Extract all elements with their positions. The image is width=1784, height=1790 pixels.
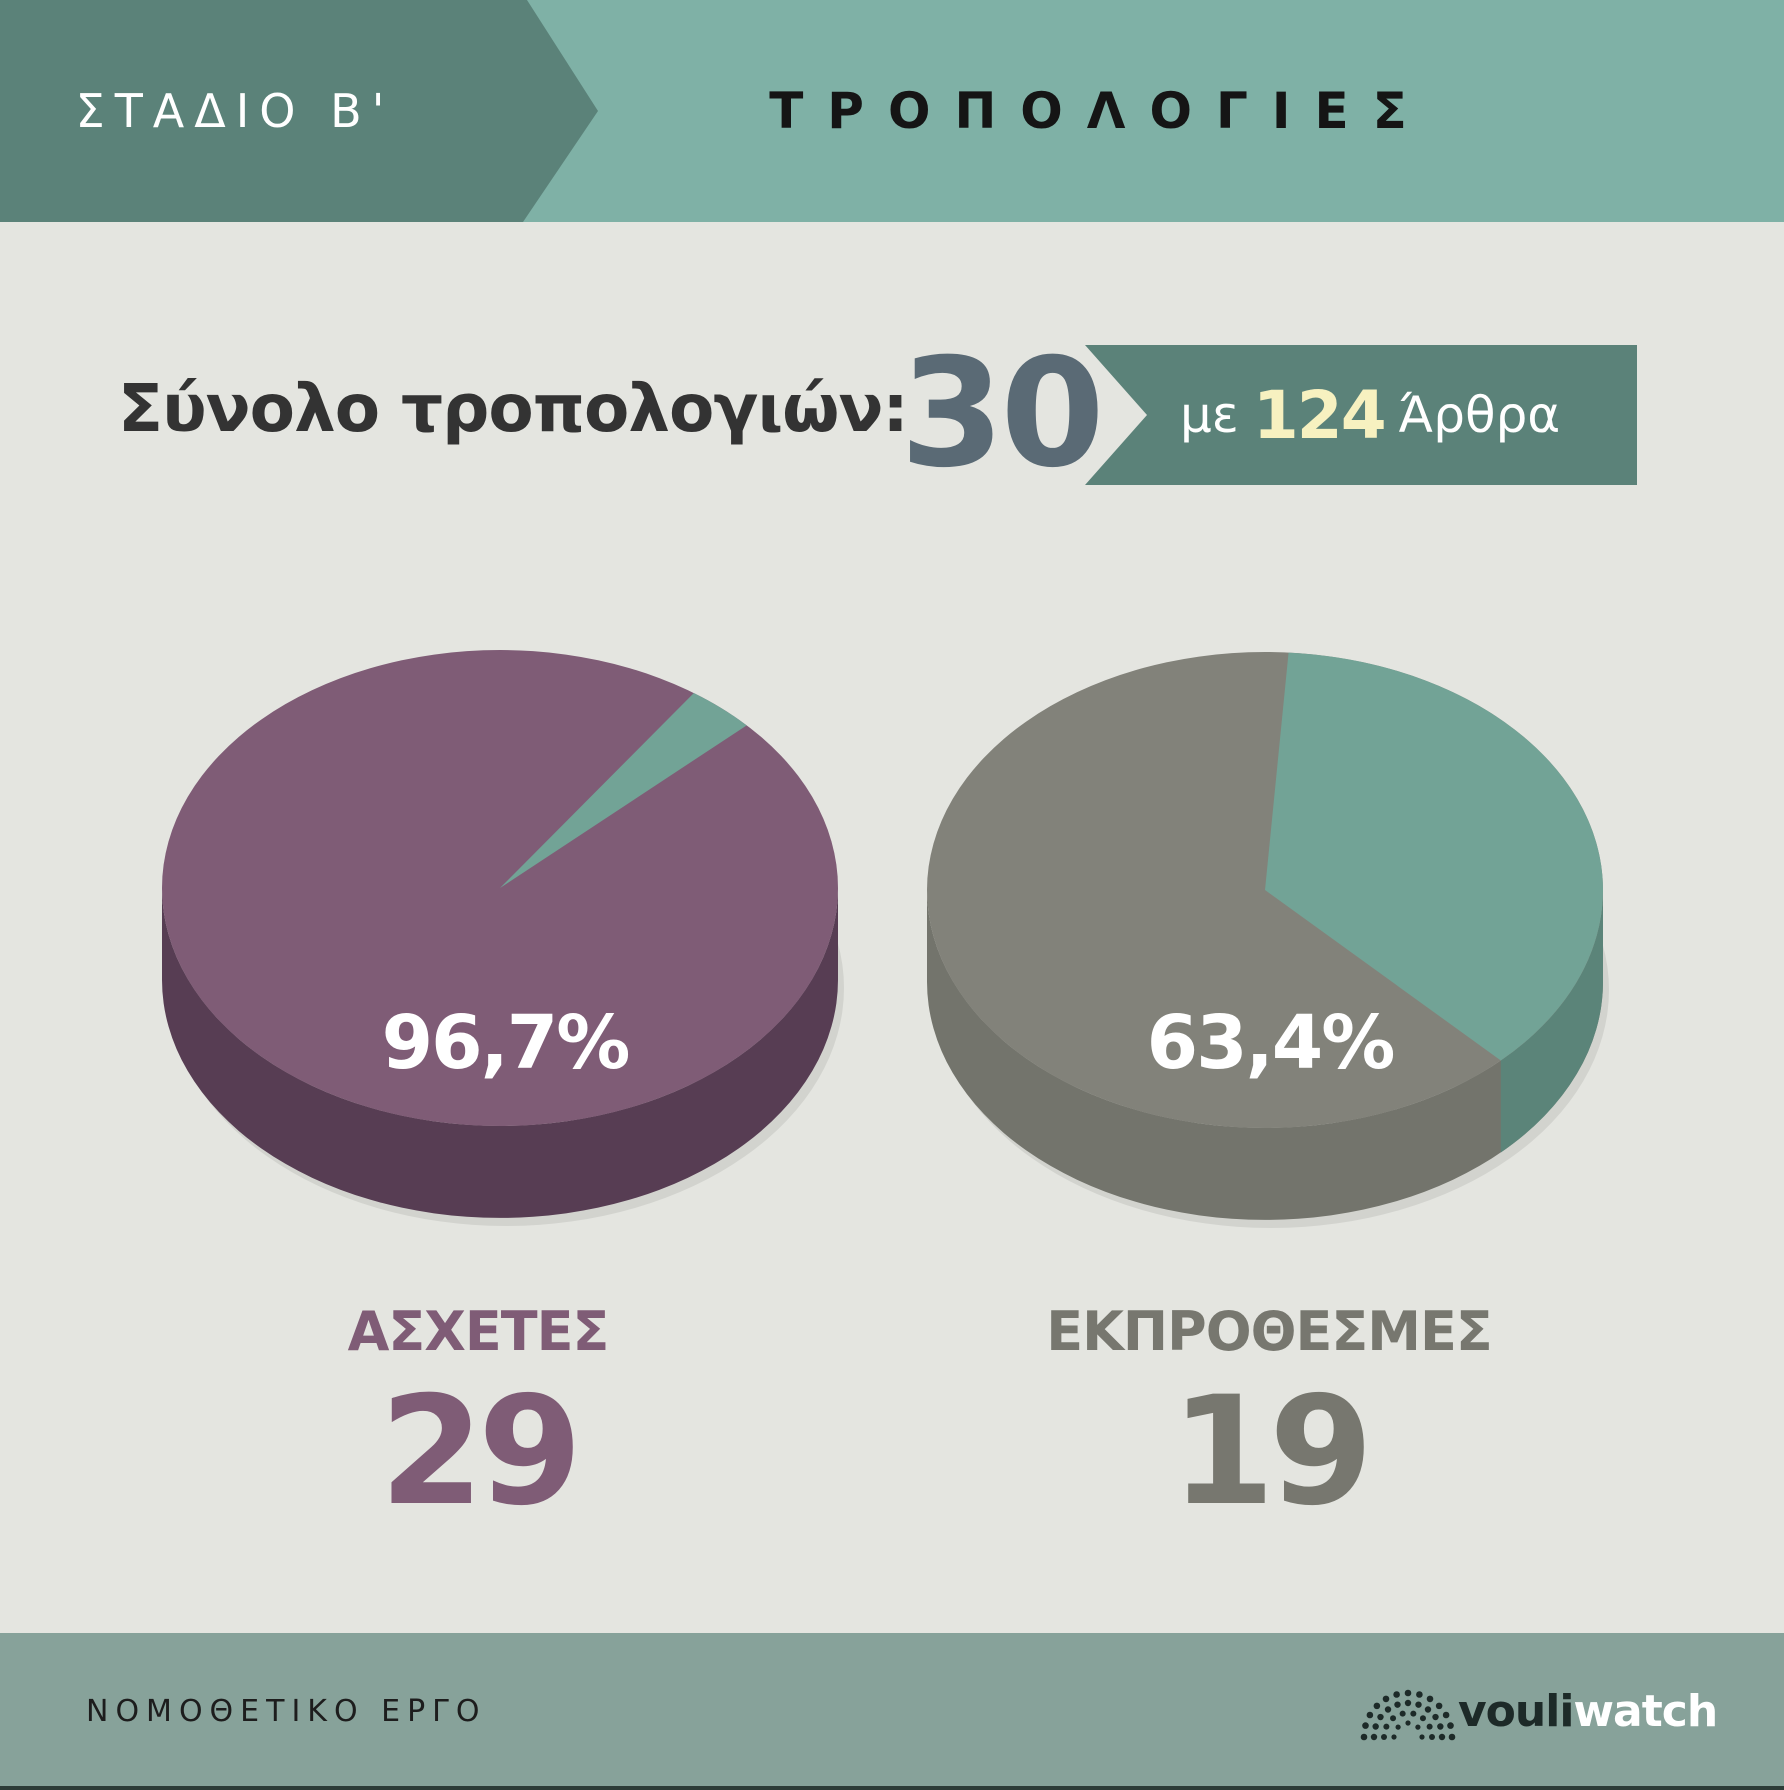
articles-badge: με 124 Άρθρα (1085, 345, 1637, 485)
pie-side-main (927, 890, 1603, 1220)
articles-prefix: με (1180, 386, 1239, 444)
pie-chart-unrelated: 96,7% (160, 640, 850, 1240)
articles-suffix: Άρθρα (1398, 386, 1561, 444)
brand-dot (1415, 1724, 1421, 1730)
brand-dot (1438, 1733, 1446, 1741)
total-summary: Σύνολο τροπολογιών: 30 με 124 Άρθρα (0, 327, 1784, 505)
pie-slice-minor (1265, 652, 1603, 1061)
footer-bottom-line (0, 1786, 1784, 1790)
brand-part2: watch (1573, 1685, 1718, 1737)
footer: ΝΟΜΟΘΕΤΙΚΟ ΕΡΓΟ vouli watch (0, 1633, 1784, 1790)
brand-part1: vouli (1458, 1685, 1574, 1737)
brand-dot (1442, 1711, 1450, 1719)
header-banner: ΣΤΑΔΙΟ Β' ΤΡΟΠΟΛΟΓΙΕΣ (0, 0, 1784, 222)
brand-dot (1426, 1723, 1433, 1730)
brand-dot (1399, 1710, 1406, 1717)
brand-dot (1383, 1723, 1390, 1730)
brand-dot (1366, 1711, 1374, 1719)
articles-badge-background (1085, 345, 1637, 485)
brand-dot (1426, 1695, 1434, 1703)
pie-chart-late-svg (927, 652, 1609, 1228)
pie-slice-minor (500, 693, 747, 888)
stage-label: ΣΤΑΔΙΟ Β' (75, 84, 395, 138)
brand-dot (1410, 1710, 1417, 1717)
brand-dot (1416, 1691, 1423, 1698)
brand-dot (1362, 1722, 1369, 1729)
brand-dot (1391, 1734, 1397, 1740)
pie-chart-late: 63,4% (925, 640, 1615, 1240)
total-label: Σύνολο τροπολογιών: (118, 370, 909, 447)
brand-dot (1429, 1734, 1435, 1740)
parliament-dots-icon (1360, 1689, 1456, 1741)
articles-text: με 124 Άρθρα (1180, 345, 1620, 485)
pie-side-minor (1500, 890, 1603, 1153)
brand-dot (1419, 1715, 1426, 1722)
pie-late-percentage: 63,4% (1146, 1000, 1396, 1086)
brand-dot (1448, 1733, 1456, 1741)
brand-wordmark: vouli watch (1458, 1671, 1718, 1751)
pie-chart-unrelated-svg (162, 650, 844, 1226)
brand-dot (1382, 1695, 1390, 1703)
brand-dot (1437, 1723, 1444, 1730)
brand-dot (1384, 1706, 1392, 1713)
brand-dot (1405, 1720, 1411, 1726)
brand-dot (1404, 1699, 1412, 1707)
brand-dot (1424, 1706, 1432, 1713)
brand-dot (1415, 1701, 1422, 1708)
brand-dot (1432, 1713, 1439, 1721)
brand-dot (1381, 1734, 1387, 1740)
category-label-late: ΕΚΠΡΟΘΕΣΜΕΣ (1046, 1300, 1493, 1363)
articles-value: 124 (1252, 376, 1387, 454)
brand-dot (1419, 1734, 1425, 1740)
brand-dot (1373, 1702, 1381, 1710)
brand-dot (1404, 1689, 1412, 1697)
category-label-unrelated: ΑΣΧΕΤΕΣ (347, 1300, 610, 1363)
pie-side-main (162, 888, 838, 1218)
brand-logo: vouli watch (1358, 1671, 1718, 1751)
brand-dot (1447, 1722, 1454, 1729)
footer-label: ΝΟΜΟΘΕΤΙΚΟ ΕΡΓΟ (86, 1694, 487, 1729)
total-value: 30 (900, 327, 1105, 501)
brand-dot (1370, 1733, 1378, 1741)
header-background (0, 0, 1784, 222)
category-count-late: 19 (1170, 1365, 1374, 1539)
section-title: ΤΡΟΠΟΛΟΓΙΕΣ (769, 82, 1431, 140)
brand-dot (1395, 1724, 1401, 1730)
brand-dot (1390, 1715, 1397, 1722)
brand-dot (1372, 1723, 1379, 1730)
brand-dot (1435, 1702, 1443, 1710)
brand-dot (1360, 1733, 1368, 1741)
category-count-unrelated: 29 (379, 1365, 583, 1539)
brand-dot (1394, 1701, 1401, 1708)
brand-dot (1377, 1713, 1384, 1721)
brand-dot (1393, 1691, 1400, 1698)
pie-unrelated-percentage: 96,7% (381, 1000, 631, 1086)
